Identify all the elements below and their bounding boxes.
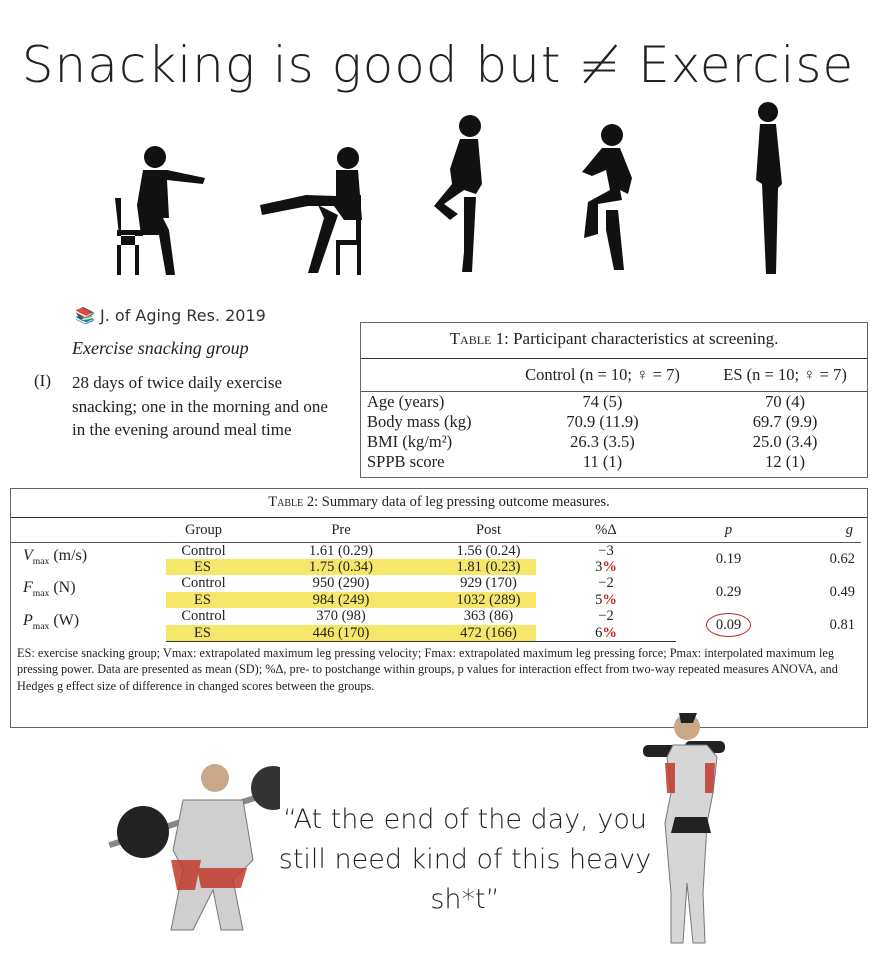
table-1: Table 1: Participant characteristics at … — [360, 322, 868, 478]
pct-change-cell: 3% — [595, 558, 617, 575]
measure-label: Fmax (N) — [23, 579, 76, 600]
p-value-circled: 0.09 — [705, 612, 752, 637]
table-1-caption: Table 1: Participant characteristics at … — [361, 323, 867, 359]
pct-change-cell: −2 — [598, 575, 614, 592]
group-cell: Control — [181, 608, 226, 625]
measure-label: Pmax (W) — [23, 612, 80, 633]
pct-change-cell: 5% — [595, 591, 617, 608]
post-cell: 472 (166) — [441, 624, 536, 642]
table-row: Pmax (W) Control 370 (98) 363 (86) −2 0.09 0.8… — [11, 608, 861, 637]
percent-annotation: % — [602, 591, 617, 608]
dumbbell-press-figure — [643, 713, 725, 944]
table-2-footnote: ES: exercise snacking group; Vmax: extra… — [17, 645, 838, 693]
table-row: ES 984 (249) 1032 (289) 5% — [11, 591, 861, 608]
header-control: Control (n = 10; ♀ = 7) — [501, 359, 704, 392]
group-cell: ES — [166, 558, 241, 575]
barbell-squat-figure — [108, 764, 280, 931]
group-cell: ES — [166, 591, 241, 608]
group-cell: ES — [166, 624, 241, 642]
g-value-cell: 0.81 — [829, 616, 855, 633]
pct-change-cell: 6% — [536, 624, 676, 642]
standing-knee-raise-figure — [434, 115, 482, 272]
marching-knee-raise-figure — [582, 124, 632, 270]
group-label: Exercise snacking group — [72, 338, 249, 358]
pre-cell: 446 (170) — [241, 624, 441, 642]
post-cell: 1.81 (0.23) — [441, 558, 536, 575]
measure-label: Vmax (m/s) — [23, 546, 88, 567]
citation: 📚 J. of Aging Res. 2019 — [75, 306, 266, 325]
table-row: BMI (kg/m²) 26.3 (3.5) 25.0 (3.4) — [367, 431, 818, 451]
p-value-cell: 0.19 — [715, 550, 742, 567]
table-row: Body mass (kg) 70.9 (11.9) 69.7 (9.9) — [367, 411, 818, 431]
table-row: Fmax (N) Control 950 (290) 929 (170) −2 0.29 0… — [11, 575, 861, 599]
post-cell: 363 (86) — [463, 608, 514, 625]
post-cell: 1.56 (0.24) — [456, 542, 521, 559]
g-value-cell: 0.49 — [829, 583, 855, 600]
pre-cell: 1.75 (0.34) — [241, 558, 441, 575]
table-row: SPPB score 11 (1) 12 (1) — [367, 451, 806, 471]
table-row: Age (years) 74 (5) 70 (4) — [367, 391, 806, 411]
table-row: ES 446 (170) 472 (166) 6% — [11, 624, 861, 642]
p-value-cell: 0.09 — [676, 608, 781, 641]
table-row: ES 1.75 (0.34) 1.81 (0.23) 3% — [11, 558, 861, 575]
table-2-caption: Table 2: Summary data of leg pressing ou… — [11, 489, 867, 518]
header-es: ES (n = 10; ♀ = 7) — [703, 359, 867, 392]
item-number: (I) — [34, 371, 51, 390]
percent-annotation: % — [602, 624, 617, 641]
group-cell: Control — [181, 575, 226, 592]
item-text: 28 days of twice daily exercise snacking… — [72, 373, 328, 439]
post-cell: 929 (170) — [460, 575, 517, 592]
group-cell: Control — [181, 542, 226, 559]
quote: “At the end of the day, you still need k… — [278, 804, 652, 915]
percent-annotation: % — [602, 558, 617, 575]
pct-change-cell: −3 — [598, 542, 614, 559]
pre-cell: 370 (98) — [316, 608, 366, 625]
table-2: Table 2: Summary data of leg pressing ou… — [10, 488, 868, 728]
pre-cell: 984 (249) — [241, 591, 441, 608]
standing-upright-figure — [756, 102, 782, 274]
pct-change-cell: −2 — [598, 608, 614, 625]
g-value-cell: 0.62 — [829, 550, 855, 567]
page-title: Snacking is good but ≠ Exercise — [21, 36, 855, 94]
books-icon: 📚 — [75, 306, 95, 325]
p-value-cell: 0.29 — [715, 583, 742, 600]
pre-cell: 950 (290) — [312, 575, 370, 592]
seated-leg-extension-figure — [260, 147, 362, 275]
seated-arm-reach-figure — [115, 146, 205, 275]
post-cell: 1032 (289) — [441, 591, 536, 608]
table-row: Vmax (m/s) Control 1.61 (0.29) 1.56 (0.24) −… — [11, 542, 861, 567]
pre-cell: 1.61 (0.29) — [308, 542, 374, 559]
